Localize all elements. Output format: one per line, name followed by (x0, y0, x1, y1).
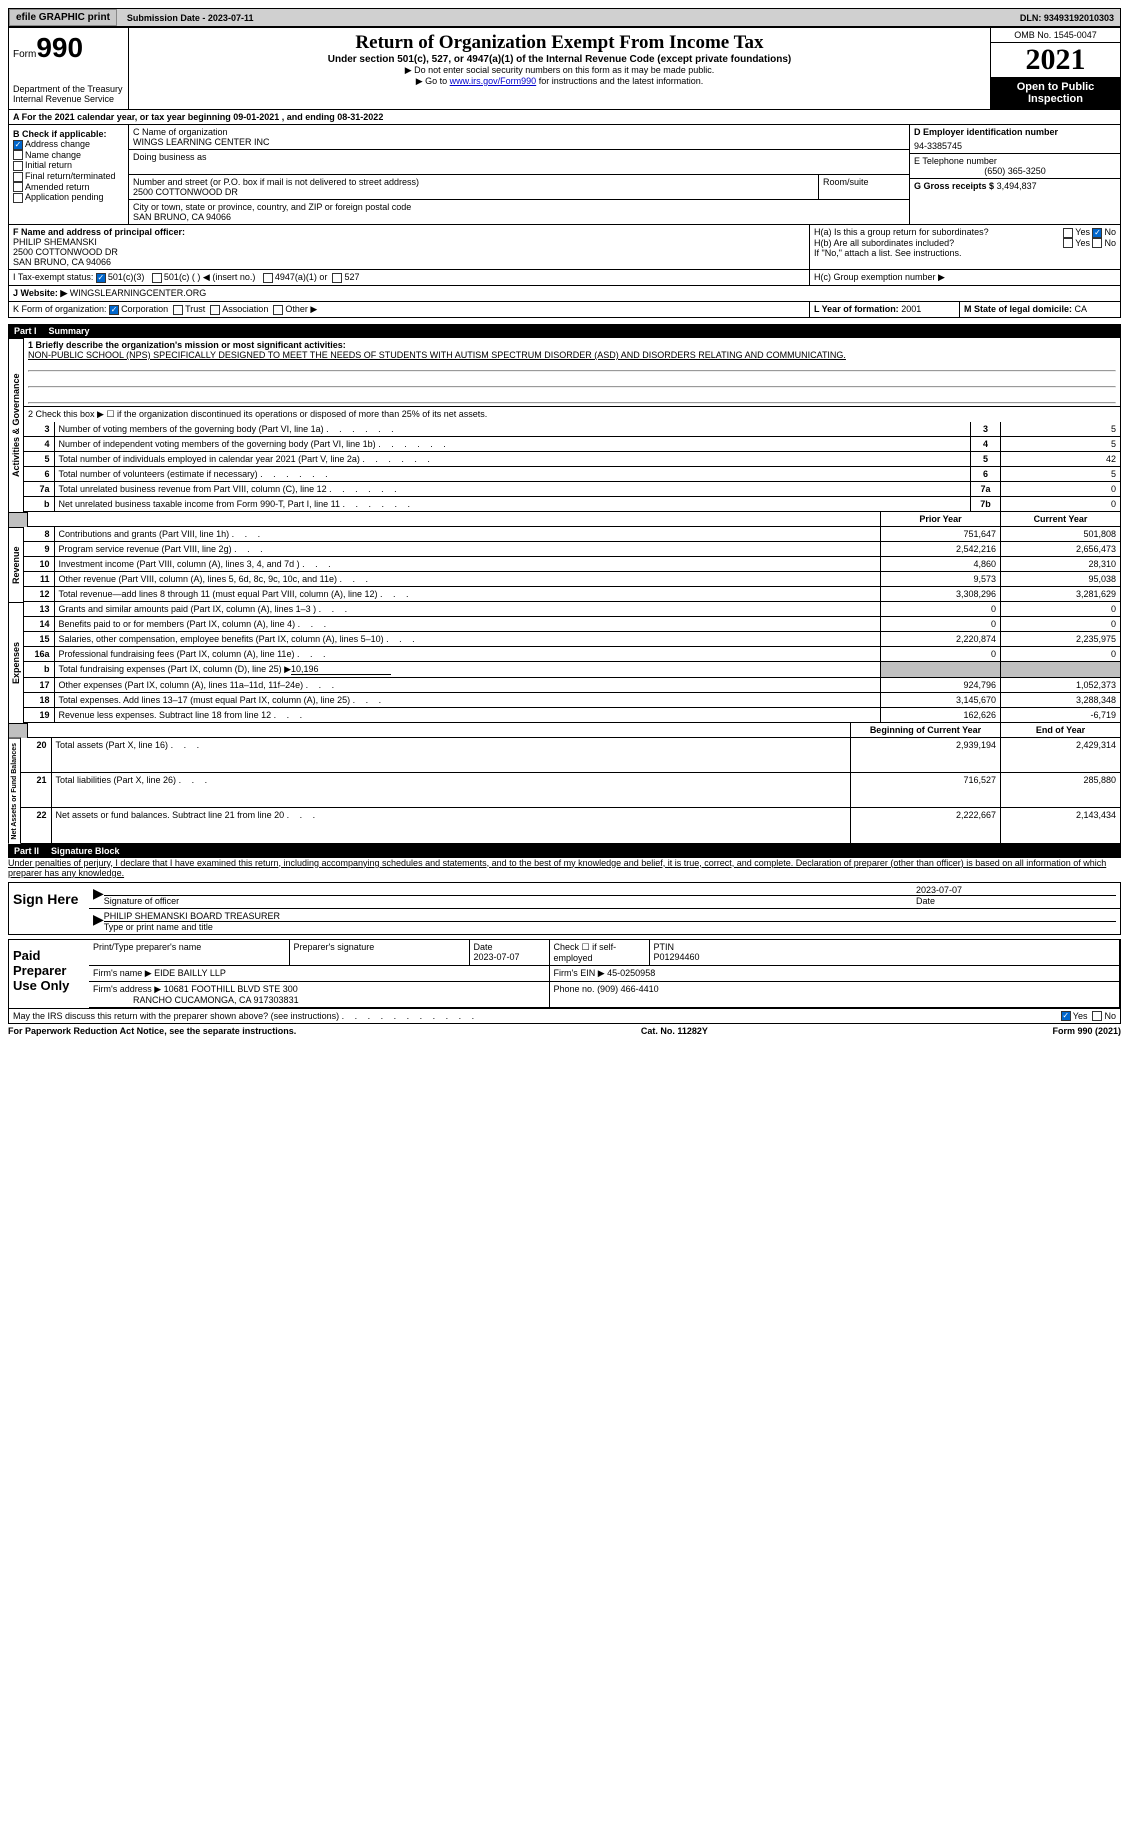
summary-row: 3Number of voting members of the governi… (24, 422, 1121, 437)
summary-row: 5Total number of individuals employed in… (24, 452, 1121, 467)
side-activities: Activities & Governance (8, 338, 24, 512)
city-label: City or town, state or province, country… (133, 202, 905, 212)
addr-label: Number and street (or P.O. box if mail i… (133, 177, 814, 187)
data-row: 22Net assets or fund balances. Subtract … (21, 808, 1121, 843)
part2-header: Part II Signature Block (8, 844, 1121, 858)
side-expenses: Expenses (8, 602, 24, 723)
omb-number: OMB No. 1545-0047 (991, 28, 1120, 43)
row-klm: K Form of organization: Corporation Trus… (8, 302, 1121, 318)
data-row: 10Investment income (Part VIII, column (… (24, 557, 1121, 572)
line2: 2 Check this box ▶ ☐ if the organization… (24, 407, 1121, 422)
form-note1: ▶ Do not enter social security numbers o… (133, 65, 986, 76)
officer-addr2: SAN BRUNO, CA 94066 (13, 257, 111, 267)
checkbox-item[interactable]: Application pending (13, 192, 124, 203)
checkbox-item[interactable]: Name change (13, 150, 124, 161)
form-subtitle: Under section 501(c), 527, or 4947(a)(1)… (133, 54, 986, 65)
side-netassets: Net Assets or Fund Balances (8, 738, 21, 844)
dba-label: Doing business as (133, 152, 905, 162)
checkbox-item[interactable]: Initial return (13, 160, 124, 171)
col-current: Current Year (1001, 512, 1121, 527)
hc-label: H(c) Group exemption number ▶ (810, 270, 1120, 285)
hb-note: If "No," attach a list. See instructions… (814, 248, 1116, 258)
open-to-public: Open to Public Inspection (991, 77, 1120, 109)
data-row: 17Other expenses (Part IX, column (A), l… (24, 678, 1121, 693)
gross-receipts-label: G Gross receipts $ (914, 181, 994, 191)
data-row: 9Program service revenue (Part VIII, lin… (24, 542, 1121, 557)
part1-header: Part I Summary (8, 324, 1121, 338)
data-row: 18Total expenses. Add lines 13–17 (must … (24, 693, 1121, 708)
summary-row: 6Total number of volunteers (estimate if… (24, 467, 1121, 482)
street-address: 2500 COTTONWOOD DR (133, 187, 814, 197)
phone-label: E Telephone number (914, 156, 1116, 166)
checkbox-item[interactable]: Amended return (13, 182, 124, 193)
dln-label: DLN: 93493192010303 (1014, 11, 1120, 25)
tax-year: 2021 (991, 43, 1120, 77)
form-number: Form990 (13, 32, 124, 64)
ein-value: 94-3385745 (914, 141, 1116, 151)
row-a-period: A For the 2021 calendar year, or tax yea… (8, 110, 1121, 125)
top-toolbar: efile GRAPHIC print Submission Date - 20… (8, 8, 1121, 27)
data-row: 20Total assets (Part X, line 16) . . .2,… (21, 738, 1121, 772)
c-name-label: C Name of organization (133, 127, 905, 137)
declaration: Under penalties of perjury, I declare th… (8, 858, 1121, 878)
side-revenue: Revenue (8, 527, 24, 602)
data-row: 19Revenue less expenses. Subtract line 1… (24, 708, 1121, 723)
ein-label: D Employer identification number (914, 127, 1116, 137)
form-title: Return of Organization Exempt From Incom… (133, 32, 986, 54)
submission-date: Submission Date - 2023-07-11 (121, 11, 260, 25)
checkbox-item[interactable]: Address change (13, 139, 124, 150)
irs-link[interactable]: www.irs.gov/Form990 (450, 76, 537, 86)
dept-label: Department of the Treasury (13, 84, 124, 94)
paid-preparer-block: Paid Preparer Use Only Print/Type prepar… (8, 939, 1121, 1009)
data-row: 8Contributions and grants (Part VIII, li… (24, 527, 1121, 542)
city-value: SAN BRUNO, CA 94066 (133, 212, 905, 222)
block-bcde: B Check if applicable: Address changeNam… (8, 125, 1121, 225)
room-suite-label: Room/suite (819, 175, 909, 199)
hb-label: H(b) Are all subordinates included? (814, 238, 1063, 249)
org-name: WINGS LEARNING CENTER INC (133, 137, 905, 147)
row-j: J Website: ▶ WINGSLEARNINGCENTER.ORG (8, 286, 1121, 302)
officer-name: PHILIP SHEMANSKI (13, 237, 97, 247)
col-prior: Prior Year (881, 512, 1001, 527)
checkbox-item[interactable]: Final return/terminated (13, 171, 124, 182)
data-row: 11Other revenue (Part VIII, column (A), … (24, 572, 1121, 587)
discuss-row: May the IRS discuss this return with the… (8, 1009, 1121, 1025)
data-row: 15Salaries, other compensation, employee… (24, 632, 1121, 647)
summary-row: 7aTotal unrelated business revenue from … (24, 482, 1121, 497)
form-header: Form990 Department of the Treasury Inter… (8, 27, 1121, 110)
data-row: 13Grants and similar amounts paid (Part … (24, 602, 1121, 617)
gross-receipts-value: 3,494,837 (997, 181, 1037, 191)
mission-text: NON-PUBLIC SCHOOL (NPS) SPECIFICALLY DES… (28, 350, 1116, 360)
summary-row: 4Number of independent voting members of… (24, 437, 1121, 452)
data-row: 12Total revenue—add lines 8 through 11 (… (24, 587, 1121, 602)
f-label: F Name and address of principal officer: (13, 227, 185, 237)
officer-addr1: 2500 COTTONWOOD DR (13, 247, 118, 257)
row-i: I Tax-exempt status: 501(c)(3) 501(c) ( … (8, 270, 1121, 286)
data-row: 14Benefits paid to or for members (Part … (24, 617, 1121, 632)
sign-here-block: Sign Here ▶ Signature of officer 2023-07… (8, 882, 1121, 935)
page-footer: For Paperwork Reduction Act Notice, see … (8, 1024, 1121, 1038)
website: WINGSLEARNINGCENTER.ORG (70, 288, 207, 298)
summary-row: bNet unrelated business taxable income f… (24, 497, 1121, 512)
efile-button[interactable]: efile GRAPHIC print (9, 9, 117, 26)
phone-value: (650) 365-3250 (914, 166, 1116, 176)
irs-label: Internal Revenue Service (13, 94, 124, 104)
ha-label: H(a) Is this a group return for subordin… (814, 227, 1063, 238)
block-fh: F Name and address of principal officer:… (8, 225, 1121, 270)
col-b-label: B Check if applicable: (13, 129, 124, 139)
data-row: 16aProfessional fundraising fees (Part I… (24, 647, 1121, 662)
form-note2: ▶ Go to www.irs.gov/Form990 for instruct… (133, 76, 986, 87)
line1-label: 1 Briefly describe the organization's mi… (28, 340, 1116, 350)
data-row: 21Total liabilities (Part X, line 26) . … (21, 772, 1121, 807)
